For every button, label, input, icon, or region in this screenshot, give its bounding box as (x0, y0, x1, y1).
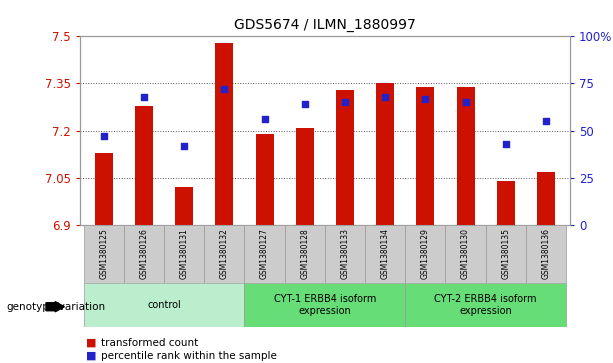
Bar (215, 42, 234, 225)
Bar (284, 225, 325, 283)
Bar (376, 83, 394, 225)
Bar (95, 153, 113, 225)
Bar (325, 225, 365, 283)
Text: transformed count: transformed count (101, 338, 199, 348)
Text: GSM1380135: GSM1380135 (501, 228, 510, 279)
Point (179, 143, 189, 149)
Text: GSM1380127: GSM1380127 (260, 228, 269, 279)
Bar (446, 225, 485, 283)
Bar (416, 87, 435, 225)
Point (541, 118, 551, 124)
Bar (135, 106, 153, 225)
Bar (204, 225, 245, 283)
Bar (336, 90, 354, 225)
Text: GSM1380125: GSM1380125 (99, 228, 109, 279)
Bar (245, 225, 284, 283)
Bar (537, 172, 555, 225)
Point (260, 117, 270, 122)
Bar (457, 87, 474, 225)
Point (421, 96, 430, 102)
Bar (365, 225, 405, 283)
Point (380, 94, 390, 99)
Bar (526, 225, 566, 283)
Text: genotype/variation: genotype/variation (6, 302, 105, 312)
Text: GSM1380129: GSM1380129 (421, 228, 430, 279)
Text: GSM1380136: GSM1380136 (541, 228, 550, 279)
Point (340, 99, 350, 105)
Bar (245, 283, 405, 327)
Bar (405, 225, 446, 283)
Text: GSM1380134: GSM1380134 (381, 228, 390, 279)
Bar (295, 127, 314, 225)
Text: GSM1380128: GSM1380128 (300, 228, 310, 279)
Text: percentile rank within the sample: percentile rank within the sample (101, 351, 277, 361)
Bar (84, 283, 245, 327)
Point (501, 141, 511, 147)
Text: GSM1380126: GSM1380126 (140, 228, 148, 279)
Bar (164, 225, 204, 283)
Text: CYT-2 ERBB4 isoform
expression: CYT-2 ERBB4 isoform expression (435, 294, 537, 316)
Point (139, 94, 149, 99)
Text: GSM1380132: GSM1380132 (220, 228, 229, 279)
Bar (485, 225, 526, 283)
Text: control: control (147, 300, 181, 310)
Bar (175, 187, 193, 225)
Bar (124, 225, 164, 283)
Text: GSM1380130: GSM1380130 (461, 228, 470, 279)
Bar (84, 225, 124, 283)
Bar (256, 134, 273, 225)
Bar (497, 181, 515, 225)
Point (461, 99, 471, 105)
Bar (405, 283, 566, 327)
Text: CYT-1 ERBB4 isoform
expression: CYT-1 ERBB4 isoform expression (273, 294, 376, 316)
Point (99, 134, 109, 139)
Text: GSM1380133: GSM1380133 (340, 228, 349, 279)
Title: GDS5674 / ILMN_1880997: GDS5674 / ILMN_1880997 (234, 19, 416, 33)
Text: GSM1380131: GSM1380131 (180, 228, 189, 279)
Text: ■: ■ (86, 351, 96, 361)
Text: ■: ■ (86, 338, 96, 348)
Point (300, 101, 310, 107)
Point (219, 86, 229, 92)
